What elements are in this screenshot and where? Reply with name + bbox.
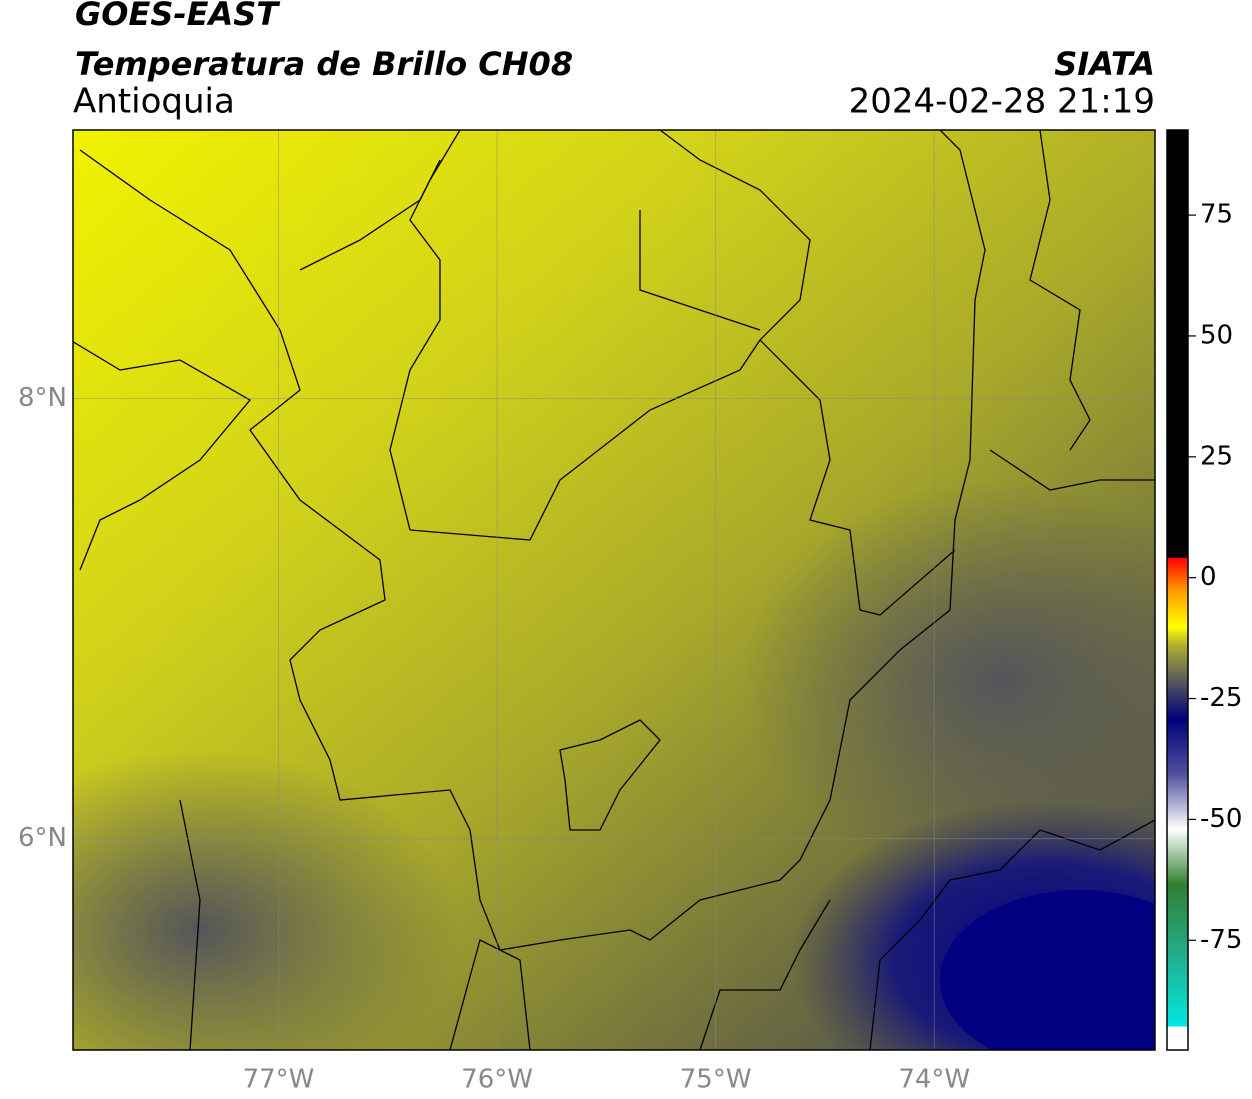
x-tick-label: 75°W bbox=[680, 1065, 752, 1095]
region: Antioquia bbox=[73, 82, 235, 122]
x-tick-label: 77°W bbox=[243, 1065, 315, 1095]
colorbar-tick-label: -75 bbox=[1200, 925, 1242, 955]
map-image bbox=[73, 130, 1155, 1050]
product-title: Temperatura de Brillo CH08 bbox=[75, 45, 573, 83]
map-frame bbox=[72, 129, 1156, 1051]
graticule bbox=[73, 130, 1155, 1050]
colorbar-tick-label: 25 bbox=[1200, 441, 1233, 471]
colorbar-tick-label: -25 bbox=[1200, 683, 1242, 713]
y-tick-label: 6°N bbox=[18, 823, 67, 853]
y-tick-label: 8°N bbox=[18, 383, 67, 413]
colorbar bbox=[1166, 129, 1189, 1051]
x-tick-label: 74°W bbox=[898, 1065, 970, 1095]
datetime: 2024-02-28 21:19 bbox=[849, 82, 1155, 122]
satellite-title: GOES-EAST bbox=[75, 0, 280, 33]
colorbar-tick-label: 0 bbox=[1200, 562, 1217, 592]
source: SIATA bbox=[1054, 45, 1155, 83]
x-tick-label: 76°W bbox=[461, 1065, 533, 1095]
colorbar-tick-label: -50 bbox=[1200, 804, 1242, 834]
colorbar-tick-label: 75 bbox=[1200, 200, 1233, 230]
colorbar-tick-label: 50 bbox=[1200, 320, 1233, 350]
